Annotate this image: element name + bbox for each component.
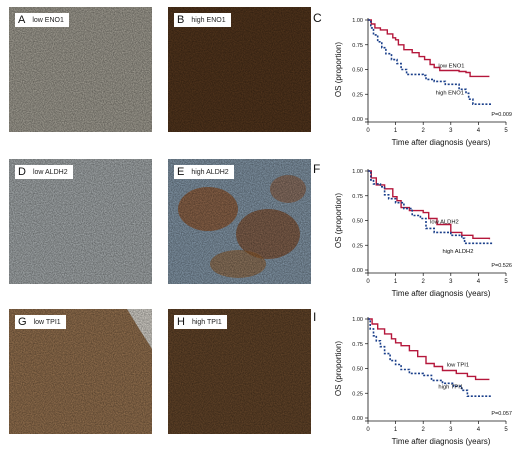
km-plot-svg: I 0.00 0.25 0.50 0.75 1.00 0 1 2 3 4 5 OS (proportio… [313,310,512,446]
x-tick-label: 3 [449,128,453,134]
x-axis-label: Time after diagnosis (years) [392,138,491,147]
panel-letter: B [177,14,185,26]
panel-label: low TPI1 [33,318,61,326]
y-tick-label: 0.75 [352,43,363,49]
x-tick-label: 5 [504,128,508,134]
x-tick-label: 0 [366,279,370,285]
series-label-low: low TPI1 [447,363,469,369]
p-value-label: P=0.009 [491,112,512,118]
panel-letter: G [18,316,27,328]
y-tick-label: 0.00 [352,416,363,422]
km-chart-tpi1: I 0.00 0.25 0.50 0.75 1.00 0 1 2 3 4 5 OS (proportio… [313,303,520,448]
y-tick-label: 1.00 [352,169,363,175]
x-tick-label: 3 [449,279,453,285]
survival-curve-high [368,19,493,105]
x-tick-label: 1 [394,128,398,134]
series-label-high: high TPI1 [438,384,463,390]
km-chart-eno1: C 0.00 0.25 0.50 0.75 1.00 0 1 2 3 4 5 OS (proportio… [313,4,520,149]
micrograph-texture [168,7,311,132]
panel-badge: E high ALDH2 [174,165,234,179]
survival-curve-low [368,170,491,240]
x-tick-label: 1 [394,427,398,433]
x-axis-label: Time after diagnosis (years) [392,289,491,298]
km-plot-svg: C 0.00 0.25 0.50 0.75 1.00 0 1 2 3 4 5 OS (proportio… [313,11,512,147]
x-tick-label: 5 [504,427,508,433]
y-tick-label: 0.25 [352,92,363,98]
panel-letter: F [313,162,320,176]
micrograph-high-eno1: B high ENO1 [168,7,311,132]
x-tick-label: 2 [422,427,426,433]
y-axis-label: OS (proportion) [334,341,343,396]
survival-curve-low [368,19,490,78]
x-tick-label: 4 [477,427,481,433]
y-tick-label: 1.00 [352,18,363,24]
y-tick-label: 0.75 [352,194,363,200]
panel-label: low ENO1 [32,16,64,24]
micrograph-high-aldh2: E high ALDH2 [168,159,311,284]
panel-badge: H high TPI1 [174,315,227,329]
panel-badge: A low ENO1 [15,13,69,27]
x-tick-label: 2 [422,128,426,134]
panel-letter: I [313,310,316,324]
x-tick-label: 4 [477,279,481,285]
micrograph-texture [9,309,152,434]
x-tick-label: 2 [422,279,426,285]
panel-badge: D low ALDH2 [15,165,73,179]
y-tick-label: 0.00 [352,117,363,123]
panel-letter: C [313,11,322,25]
x-tick-label: 0 [366,427,370,433]
micrograph-texture [168,159,311,284]
x-tick-label: 4 [477,128,481,134]
y-tick-label: 0.50 [352,219,363,225]
panel-letter: H [177,316,185,328]
km-chart-aldh2: F 0.00 0.25 0.50 0.75 1.00 0 1 2 3 4 5 OS (proportio… [313,155,520,300]
y-tick-label: 0.50 [352,367,363,373]
micrograph-texture [168,309,311,434]
y-tick-label: 1.00 [352,317,363,323]
micrograph-texture [9,159,152,284]
micrograph-low-tpi1: G low TPI1 [9,309,152,434]
y-tick-label: 0.25 [352,243,363,249]
y-axis-label: OS (proportion) [334,42,343,97]
y-axis-label: OS (proportion) [334,193,343,248]
survival-curve-low [368,318,490,381]
y-tick-label: 0.50 [352,68,363,74]
panel-badge: B high ENO1 [174,13,231,27]
series-label-low: low ALDH2 [430,219,459,225]
panel-letter: A [18,14,26,26]
km-plot-svg: F 0.00 0.25 0.50 0.75 1.00 0 1 2 3 4 5 OS (proportio… [313,162,512,298]
panel-letter: E [177,166,185,178]
p-value-label: P=0.057 [491,411,512,417]
x-tick-label: 0 [366,128,370,134]
p-value-label: P=0.526 [491,263,512,269]
survival-curve-high [368,170,493,245]
micrograph-high-tpi1: H high TPI1 [168,309,311,434]
series-label-low: low ENO1 [438,64,464,70]
panel-label: high ALDH2 [191,168,229,176]
series-label-high: high ENO1 [436,90,464,96]
panel-letter: D [18,166,26,178]
panel-badge: G low TPI1 [15,315,66,329]
panel-label: low ALDH2 [32,168,68,176]
micrograph-low-aldh2: D low ALDH2 [9,159,152,284]
x-axis-label: Time after diagnosis (years) [392,437,491,446]
panel-label: high ENO1 [191,16,226,24]
series-label-high: high ALDH2 [443,249,474,255]
y-tick-label: 0.00 [352,268,363,274]
x-tick-label: 5 [504,279,508,285]
panel-label: high TPI1 [191,318,222,326]
y-tick-label: 0.25 [352,391,363,397]
x-tick-label: 1 [394,279,398,285]
micrograph-low-eno1: A low ENO1 [9,7,152,132]
x-tick-label: 3 [449,427,453,433]
survival-curve-high [368,318,493,397]
y-tick-label: 0.75 [352,342,363,348]
micrograph-texture [9,7,152,132]
